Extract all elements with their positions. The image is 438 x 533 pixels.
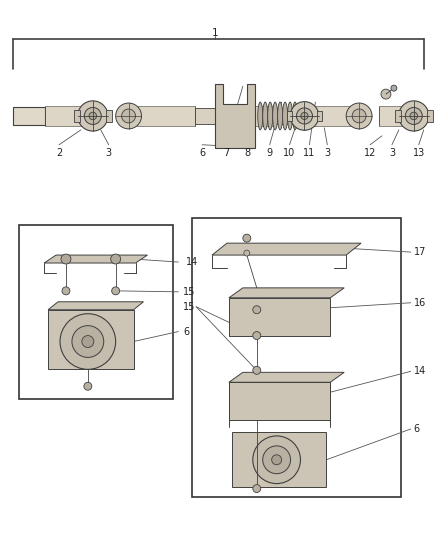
Ellipse shape (272, 102, 277, 130)
Bar (45, 106, 92, 126)
Bar (48, 310, 133, 369)
Text: 6: 6 (198, 148, 205, 158)
Circle shape (61, 254, 71, 264)
Bar (304, 106, 358, 126)
Ellipse shape (257, 102, 262, 130)
Bar (192, 219, 400, 497)
Text: 3: 3 (388, 148, 394, 158)
Circle shape (262, 446, 290, 474)
Circle shape (409, 112, 417, 120)
Bar (74, 110, 79, 122)
Circle shape (82, 336, 94, 348)
Text: 13: 13 (412, 148, 424, 158)
Circle shape (346, 103, 371, 129)
Bar (229, 298, 329, 336)
Circle shape (84, 108, 101, 124)
Circle shape (271, 455, 281, 465)
Circle shape (252, 306, 260, 314)
Text: 14: 14 (186, 257, 198, 267)
Text: 11: 11 (303, 148, 315, 158)
Circle shape (115, 103, 141, 129)
Bar (19, 225, 173, 399)
Circle shape (111, 287, 120, 295)
Bar (378, 106, 413, 126)
Text: 6: 6 (413, 424, 419, 434)
Circle shape (390, 85, 396, 91)
Text: 15: 15 (183, 287, 195, 297)
Bar (229, 382, 329, 420)
Bar (128, 106, 195, 126)
Circle shape (60, 314, 115, 369)
Circle shape (296, 108, 312, 124)
Bar (106, 110, 111, 122)
Circle shape (351, 109, 365, 123)
Circle shape (380, 89, 390, 99)
Text: 8: 8 (244, 148, 250, 158)
Circle shape (398, 101, 428, 131)
Polygon shape (48, 302, 143, 310)
Text: 7: 7 (223, 148, 229, 158)
Bar (195, 108, 230, 124)
Polygon shape (229, 373, 343, 382)
Text: 3: 3 (324, 148, 330, 158)
Polygon shape (212, 243, 360, 255)
Ellipse shape (262, 102, 267, 130)
Text: 3: 3 (106, 148, 112, 158)
Ellipse shape (277, 102, 282, 130)
Circle shape (110, 254, 120, 264)
Circle shape (243, 250, 249, 256)
Text: 1: 1 (211, 28, 218, 38)
Bar (274, 108, 304, 124)
Bar (13, 107, 45, 125)
Circle shape (252, 366, 260, 374)
Circle shape (252, 484, 260, 492)
Text: 16: 16 (413, 298, 425, 308)
Text: 10: 10 (283, 148, 295, 158)
Bar (231, 432, 325, 487)
Circle shape (290, 102, 318, 130)
Ellipse shape (267, 102, 272, 130)
Text: 12: 12 (363, 148, 375, 158)
Circle shape (300, 112, 307, 119)
Ellipse shape (282, 102, 287, 130)
Circle shape (121, 109, 135, 123)
Circle shape (62, 287, 70, 295)
Bar (286, 110, 291, 122)
Ellipse shape (287, 102, 292, 130)
Text: 15: 15 (183, 302, 195, 312)
Circle shape (242, 234, 250, 242)
Circle shape (404, 108, 421, 124)
Circle shape (72, 326, 103, 358)
Bar (426, 110, 432, 122)
Polygon shape (229, 288, 343, 298)
Bar (394, 110, 399, 122)
Circle shape (78, 101, 108, 131)
Circle shape (252, 436, 300, 483)
Polygon shape (44, 255, 147, 263)
Circle shape (84, 382, 92, 390)
Text: 2: 2 (56, 148, 62, 158)
Text: 9: 9 (266, 148, 272, 158)
Ellipse shape (292, 102, 297, 130)
Polygon shape (215, 84, 254, 148)
Text: 17: 17 (413, 247, 425, 257)
Circle shape (89, 112, 96, 120)
Circle shape (252, 332, 260, 340)
Bar (316, 110, 321, 122)
Text: 6: 6 (183, 327, 189, 336)
Bar (247, 106, 274, 126)
Text: 14: 14 (413, 366, 425, 376)
